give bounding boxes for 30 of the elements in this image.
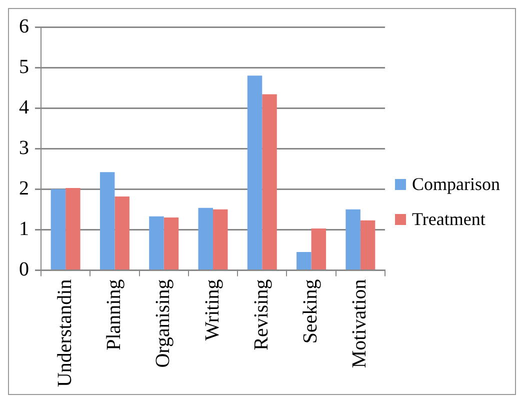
bar <box>100 172 115 270</box>
y-tick-label: 3 <box>19 136 29 159</box>
x-tick-label: Organising <box>152 279 174 368</box>
y-tick-label: 1 <box>19 218 29 240</box>
legend-label: Treatment <box>412 208 486 230</box>
bar <box>164 218 179 270</box>
bar <box>50 189 66 270</box>
bar <box>198 208 213 270</box>
y-tick-label: 6 <box>19 15 29 38</box>
bar <box>262 94 277 270</box>
bar <box>247 76 262 270</box>
x-tick-label: Seeking <box>300 279 322 344</box>
x-tick-label: Planning <box>102 279 125 350</box>
bar <box>114 196 130 270</box>
x-tick-label: Understandin <box>54 279 76 388</box>
legend-label: Comparison <box>412 174 500 194</box>
x-tick-label: Revising <box>250 279 272 350</box>
y-tick-label: 4 <box>19 96 29 118</box>
bar <box>213 209 228 270</box>
bar <box>360 220 376 270</box>
x-tick-label: Motivation <box>348 279 371 368</box>
y-tick-label: 2 <box>19 177 29 200</box>
bar <box>296 252 312 270</box>
bar <box>149 216 164 270</box>
bar <box>311 228 326 270</box>
y-tick-label: 5 <box>19 56 29 78</box>
y-tick-label: 0 <box>19 258 29 280</box>
x-tick-label: Writing <box>201 279 224 341</box>
bar <box>66 188 80 270</box>
bar <box>346 209 360 270</box>
